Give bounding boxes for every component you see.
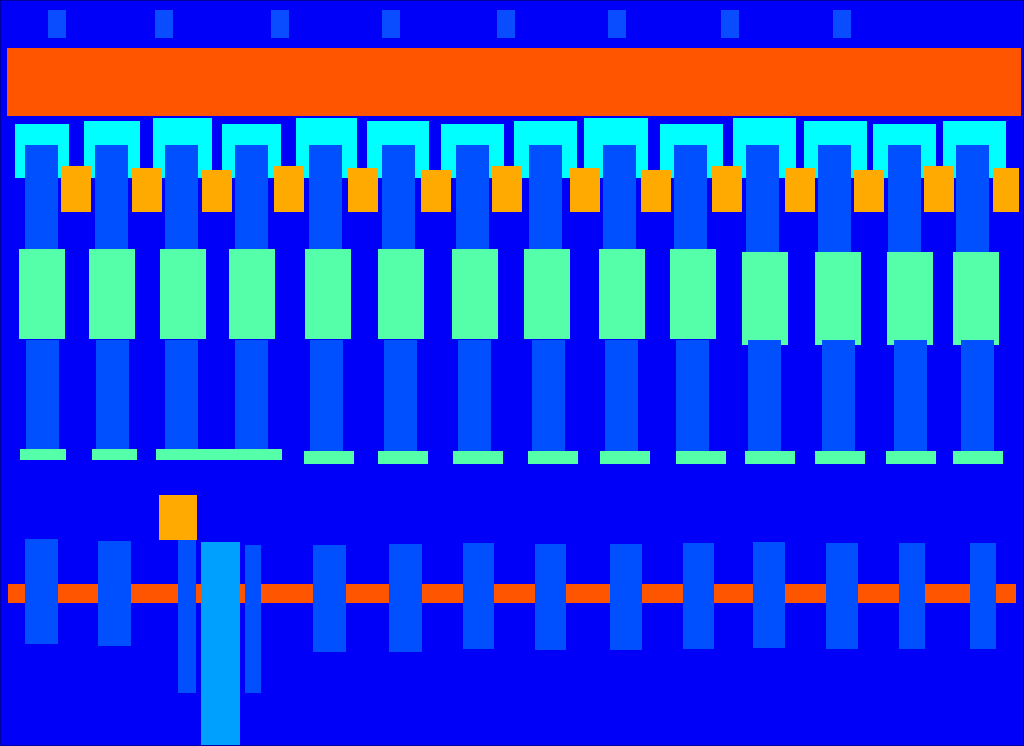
column-base <box>886 451 936 464</box>
lower-pillar <box>310 340 343 452</box>
top-marker <box>155 10 173 38</box>
lower-pillar <box>235 340 268 452</box>
lower-pillar <box>96 340 129 452</box>
green-block <box>89 249 135 339</box>
bottom-pillar <box>970 543 996 649</box>
column-base <box>92 449 137 460</box>
top-marker <box>48 10 66 38</box>
bottom-pillar <box>245 545 261 693</box>
accent-square <box>712 166 742 212</box>
green-block <box>229 249 275 339</box>
upper-pillar <box>309 145 342 252</box>
green-block <box>452 249 498 339</box>
lower-pillar <box>384 340 417 452</box>
accent-square <box>993 168 1019 212</box>
bottom-pillar <box>463 543 494 649</box>
top-marker <box>271 10 289 38</box>
bottom-pillar <box>535 544 566 650</box>
top-marker <box>497 10 515 38</box>
bottom-pillar <box>753 542 785 648</box>
bottom-pillar <box>826 543 858 649</box>
green-block <box>887 252 933 345</box>
lower-pillar <box>165 340 198 452</box>
top-marker <box>721 10 739 38</box>
column-base <box>453 451 503 464</box>
upper-pillar <box>382 145 415 252</box>
column-base <box>20 449 66 460</box>
green-block <box>160 249 206 339</box>
bottom-pillar <box>178 540 196 693</box>
column-base <box>676 451 726 464</box>
column-base <box>304 451 354 464</box>
green-block <box>953 252 999 345</box>
highlight-pillar <box>201 542 240 745</box>
lower-pillar <box>458 340 491 452</box>
column-base <box>745 451 795 464</box>
lower-pillar <box>676 340 709 452</box>
lower-pillar <box>894 340 927 452</box>
bottom-band <box>8 584 1016 603</box>
upper-pillar <box>95 145 128 252</box>
accent-square <box>785 168 815 212</box>
accent-square <box>924 166 954 212</box>
accent-square <box>570 168 600 212</box>
green-block <box>19 249 65 339</box>
top-marker <box>608 10 626 38</box>
accent-square <box>348 168 378 212</box>
upper-pillar <box>603 145 636 252</box>
bottom-pillar <box>899 543 925 649</box>
accent-square <box>61 166 91 212</box>
green-block <box>378 249 424 339</box>
accent-square-bottom <box>159 495 197 540</box>
upper-pillar <box>456 145 489 252</box>
green-block <box>305 249 351 339</box>
column-base <box>953 451 1003 464</box>
bottom-pillar <box>389 544 422 652</box>
upper-pillar <box>746 145 779 252</box>
green-block <box>742 252 788 345</box>
lower-pillar <box>748 340 781 452</box>
column-base <box>600 451 650 464</box>
lower-pillar <box>961 340 994 452</box>
upper-pillar <box>818 145 851 252</box>
column-base <box>528 451 578 464</box>
accent-square <box>421 170 451 212</box>
upper-pillar <box>235 145 268 252</box>
accent-square <box>854 170 884 212</box>
column-base <box>156 449 282 460</box>
lower-pillar <box>26 340 59 452</box>
green-block <box>599 249 645 339</box>
top-band <box>7 48 1021 116</box>
upper-pillar <box>956 145 989 252</box>
upper-pillar <box>529 145 562 252</box>
bottom-pillar <box>313 545 346 652</box>
upper-pillar <box>888 145 921 252</box>
bottom-pillar <box>683 543 714 649</box>
green-block <box>524 249 570 339</box>
upper-pillar <box>674 145 707 252</box>
top-marker <box>833 10 851 38</box>
accent-square <box>641 170 671 212</box>
lower-pillar <box>822 340 855 452</box>
green-block <box>815 252 861 345</box>
top-marker <box>382 10 400 38</box>
lower-pillar <box>532 340 565 452</box>
column-base <box>815 451 865 464</box>
upper-pillar <box>165 145 198 252</box>
accent-square <box>132 168 162 212</box>
accent-square <box>274 166 304 212</box>
accent-square <box>202 170 232 212</box>
column-base <box>378 451 428 464</box>
bottom-pillar <box>25 539 58 644</box>
accent-square <box>492 166 522 212</box>
green-block <box>670 249 716 339</box>
bottom-pillar <box>98 541 131 646</box>
upper-pillar <box>25 145 58 252</box>
lower-pillar <box>605 340 638 452</box>
bottom-pillar <box>610 544 642 650</box>
